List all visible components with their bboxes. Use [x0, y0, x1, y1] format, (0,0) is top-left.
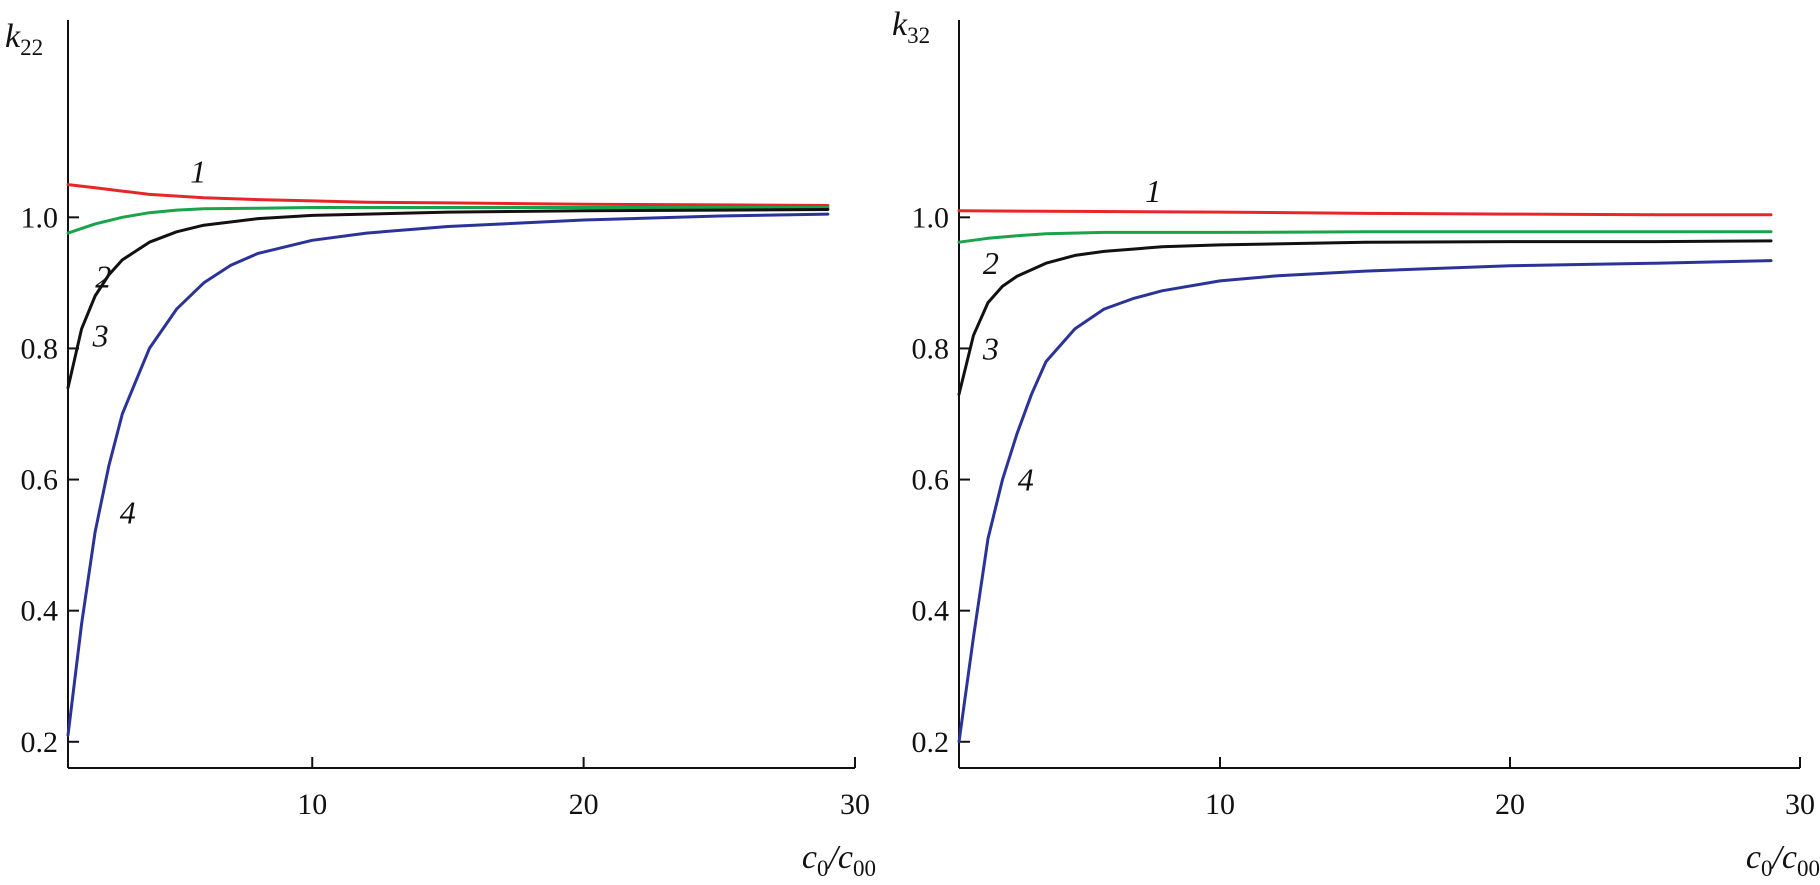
y-tick-label: 1.0: [21, 201, 59, 234]
x-tick-label: 30: [1785, 788, 1815, 821]
y-tick-label: 0.8: [912, 332, 950, 365]
curve-label-1: 1: [190, 153, 206, 189]
y-tick-label: 0.2: [912, 726, 950, 759]
x-tick-label: 20: [569, 788, 599, 821]
y-axis-title-base: k: [5, 18, 21, 55]
x-axis-title-sep: /: [826, 839, 841, 876]
x-axis-title-num-sub: 0: [1761, 856, 1773, 881]
x-axis-title: c0/c00: [802, 839, 876, 881]
series-line-4: [957, 259, 1773, 744]
x-axis-title-sep: /: [1770, 839, 1785, 876]
x-axis-title-num-sub: 0: [817, 856, 829, 881]
series-line-2: [66, 206, 830, 235]
y-tick-label: 0.2: [21, 726, 59, 759]
x-axis-title-den-sub: 00: [1797, 856, 1820, 881]
y-tick-label: 0.6: [21, 464, 59, 497]
x-tick-label: 20: [1495, 788, 1525, 821]
y-axis-title: k32: [892, 6, 930, 48]
x-tick-label: 10: [297, 788, 327, 821]
series-line-1: [957, 209, 1773, 217]
curve-label-4: 4: [120, 494, 136, 530]
y-tick-label: 0.8: [21, 332, 59, 365]
series-line-1: [66, 183, 830, 207]
series-line-3: [957, 239, 1773, 396]
x-axis-title: c0/c00: [1746, 839, 1820, 881]
series-line-4: [66, 212, 830, 737]
y-tick-label: 0.4: [912, 595, 950, 628]
y-tick-label: 0.6: [912, 464, 950, 497]
curve-label-3: 3: [982, 330, 999, 366]
x-tick-label: 10: [1205, 788, 1235, 821]
y-axis-title-base: k: [892, 6, 908, 43]
series-line-2: [957, 230, 1773, 244]
series-line-3: [66, 208, 830, 390]
y-axis-title: k22: [5, 18, 43, 60]
x-tick-label: 30: [840, 788, 870, 821]
y-tick-label: 0.4: [21, 595, 59, 628]
x-axis-title-den-base: c: [1782, 839, 1797, 876]
curve-label-2: 2: [95, 258, 111, 294]
y-axis-title-subscript: 32: [907, 23, 930, 48]
curve-label-4: 4: [1018, 462, 1034, 498]
curve-label-3: 3: [92, 317, 109, 353]
x-axis-title-den-sub: 00: [853, 856, 876, 881]
x-axis-title-num-base: c: [1746, 839, 1761, 876]
x-axis-title-den-base: c: [838, 839, 853, 876]
curve-label-1: 1: [1145, 173, 1161, 209]
y-axis-title-subscript: 22: [20, 35, 43, 60]
x-axis-title-num-base: c: [802, 839, 817, 876]
y-tick-label: 1.0: [912, 201, 950, 234]
curve-label-2: 2: [983, 245, 999, 281]
